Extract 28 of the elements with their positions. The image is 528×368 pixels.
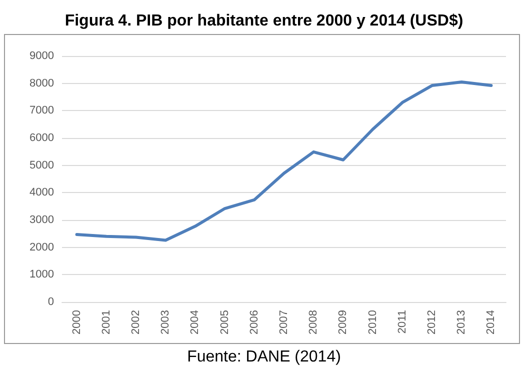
line-series [75,80,493,242]
x-tick-label: 2014 [485,310,498,334]
x-tick-label: 2005 [218,310,231,334]
x-tick-label: 2002 [130,310,142,334]
x-tick-label: 2003 [160,310,172,334]
x-tick-label: 2011 [396,310,408,334]
x-tick-label: 2000 [70,310,83,334]
y-tick-label: 3000 [30,214,54,226]
source-note: Fuente: DANE (2014) [187,348,341,366]
y-tick-label: 7000 [30,104,54,117]
x-tick-label: 2012 [426,310,438,334]
y-tick-label: 9000 [30,50,54,62]
x-tick-label: 2013 [456,310,468,334]
x-tick-label: 2006 [248,310,260,334]
y-tick-label: 5000 [30,159,54,172]
y-tick-label: 0 [48,296,54,308]
x-tick-label: 2004 [189,310,202,334]
chart-title: Figura 4. PIB por habitante entre 2000 y 2014 (USD$) [64,12,464,30]
x-tick-label: 2007 [278,310,290,334]
y-tick-label: 6000 [30,132,54,144]
y-tick-label: 8000 [30,77,54,90]
x-tick-label: 2008 [308,310,320,334]
y-tick-label: 2000 [30,241,54,254]
y-tick-label: 4000 [30,186,54,199]
x-tick-label: 2010 [366,310,379,334]
y-tick-label: 1000 [30,268,54,281]
x-tick-label: 2001 [100,310,112,334]
x-tick-label: 2009 [337,310,350,334]
